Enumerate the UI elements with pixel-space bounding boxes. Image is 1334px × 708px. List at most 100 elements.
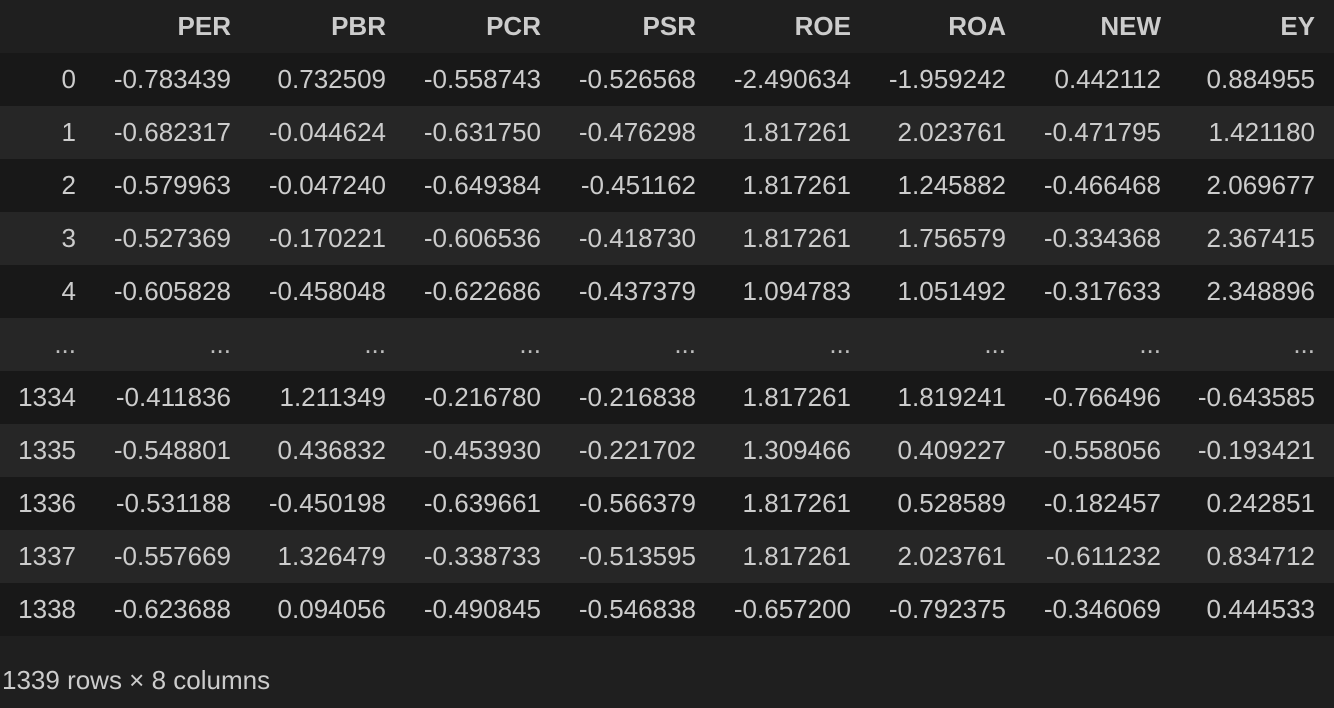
index-header [0,0,95,53]
row-index: 1334 [18,382,76,412]
table-cell: -0.193421 [1197,435,1315,465]
column-header: PER [95,0,250,53]
table-cell: ... [984,329,1006,359]
table-cell: -0.418730 [578,223,696,253]
table-cell: 0.242851 [1206,488,1315,518]
table-cell: -0.611232 [1045,541,1161,571]
table-cell: ... [519,329,541,359]
row-index: 1337 [18,541,76,571]
table-cell: ... [674,329,696,359]
table-cell: -0.783439 [113,64,231,94]
table-body: 0 -0.783439 0.732509 -0.558743 -0.526568 -2.4… [0,53,1334,636]
table-cell: -0.047240 [268,170,386,200]
table-cell: 1.309466 [742,435,851,465]
table-cell: ... [1139,329,1161,359]
column-header: ROE [715,0,870,53]
table-cell: 1.817261 [742,382,851,412]
table-cell: -0.631750 [423,117,541,147]
table-row: 4 -0.605828 -0.458048 -0.622686 -0.437379 1.0… [0,265,1334,318]
table-cell: -0.450198 [268,488,386,518]
table-cell: 0.834712 [1206,541,1315,571]
table-cell: -0.623688 [113,594,231,624]
table-cell: 1.051492 [897,276,1006,306]
table-cell: ... [1293,329,1315,359]
table-cell: -0.579963 [113,170,231,200]
table-cell: 2.069677 [1206,170,1315,200]
table-cell: 0.444533 [1206,594,1315,624]
table-cell: -0.182457 [1043,488,1161,518]
table-cell: 0.442112 [1054,64,1161,94]
table-cell: 2.023761 [897,541,1006,571]
table-row: 1338 -0.623688 0.094056 -0.490845 -0.546838 -… [0,583,1334,636]
table-cell: 1.094783 [742,276,851,306]
table-row: 1 -0.682317 -0.044624 -0.631750 -0.476298 1.8… [0,106,1334,159]
row-index: ... [54,329,76,359]
table-cell: 1.817261 [742,117,851,147]
table-cell: -0.639661 [423,488,541,518]
table-cell: 0.732509 [277,64,386,94]
table-cell: -0.170221 [268,223,386,253]
table-cell: 0.436832 [277,435,386,465]
table-cell: 1.421180 [1208,117,1315,147]
table-cell: ... [829,329,851,359]
table-cell: -0.682317 [113,117,231,147]
row-index: 1336 [18,488,76,518]
table-cell: -0.566379 [578,488,696,518]
table-cell: -0.451162 [580,170,696,200]
row-index: 4 [61,276,76,306]
table-cell: -0.453930 [423,435,541,465]
table-cell: -0.338733 [423,541,541,571]
table-cell: -0.411836 [115,382,231,412]
table-cell: 1.326479 [277,541,386,571]
table-cell: -0.216838 [578,382,696,412]
row-index: 1335 [18,435,76,465]
table-cell: -0.346069 [1043,594,1161,624]
table-cell: -0.513595 [578,541,696,571]
column-header: ROA [870,0,1025,53]
table-cell: -0.476298 [578,117,696,147]
table-cell: -0.557669 [113,541,231,571]
table-cell: -0.334368 [1043,223,1161,253]
table-cell: -0.657200 [733,594,851,624]
table-row: 1334 -0.411836 1.211349 -0.216780 -0.216838 1… [0,371,1334,424]
table-cell: -0.649384 [423,170,541,200]
row-index: 0 [61,64,76,94]
column-header: NEW [1025,0,1180,53]
table-cell: -0.531188 [115,488,231,518]
table-cell: -0.605828 [113,276,231,306]
table-row: 0 -0.783439 0.732509 -0.558743 -0.526568 -2.4… [0,53,1334,106]
table-cell: -0.216780 [423,382,541,412]
row-index: 2 [61,170,76,200]
table-cell: 0.884955 [1206,64,1315,94]
table-cell: 1.817261 [742,488,851,518]
table-cell: 1.817261 [742,223,851,253]
table-cell: ... [209,329,231,359]
table-row: 3 -0.527369 -0.170221 -0.606536 -0.418730 1.8… [0,212,1334,265]
table-cell: -0.490845 [423,594,541,624]
header-row: PER PBR PCR PSR ROE ROA NEW EY [0,0,1334,53]
table-cell: ... [364,329,386,359]
table-header: PER PBR PCR PSR ROE ROA NEW EY [0,0,1334,53]
table-cell: -0.548801 [113,435,231,465]
column-header: PSR [560,0,715,53]
table-cell: -0.437379 [578,276,696,306]
column-header: PBR [250,0,405,53]
table-cell: 1.819241 [897,382,1006,412]
table-cell: 2.023761 [897,117,1006,147]
table-cell: -0.546838 [578,594,696,624]
row-index: 1338 [18,594,76,624]
table-cell: -2.490634 [733,64,851,94]
table-cell: -1.959242 [888,64,1006,94]
table-cell: -0.622686 [423,276,541,306]
table-cell: -0.458048 [268,276,386,306]
column-header: EY [1180,0,1334,53]
table-cell: 0.409227 [897,435,1006,465]
table-row: 1337 -0.557669 1.326479 -0.338733 -0.513595 1… [0,530,1334,583]
dataframe-table: PER PBR PCR PSR ROE ROA NEW EY 0 -0.783439 0.7325… [0,0,1334,636]
table-cell: -0.527369 [113,223,231,253]
column-header: PCR [405,0,560,53]
table-cell: -0.766496 [1043,382,1161,412]
row-index: 1 [61,117,76,147]
table-cell: -0.643585 [1197,382,1315,412]
